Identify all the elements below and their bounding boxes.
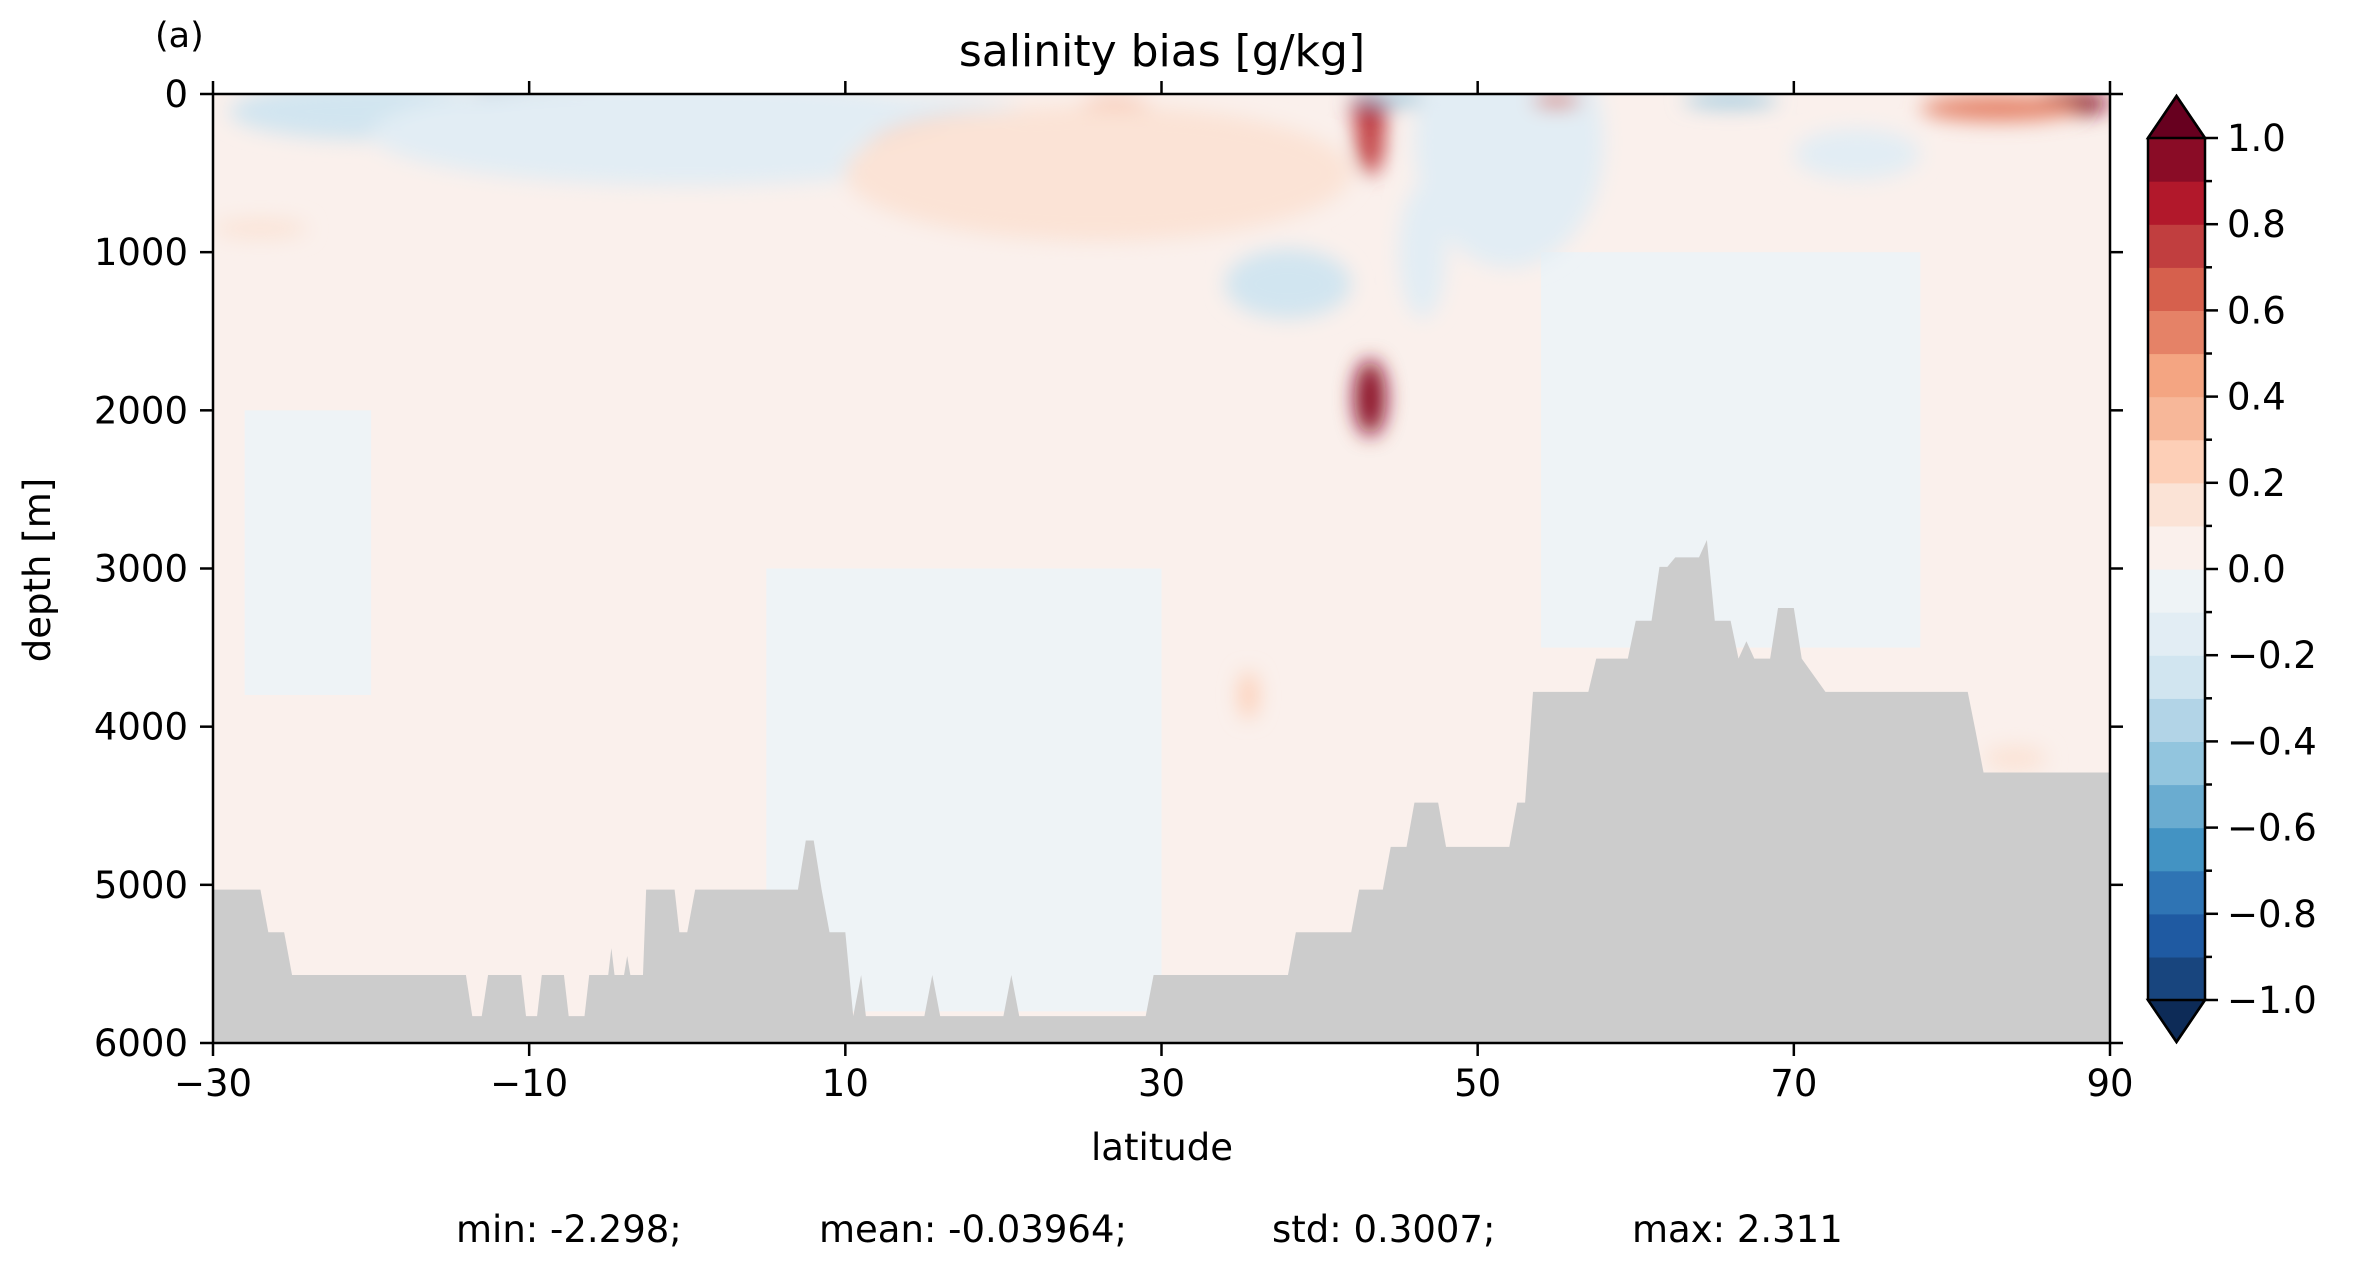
colorbar-segment xyxy=(2148,396,2205,441)
bias-anomaly-21 xyxy=(1793,128,1921,180)
y-tick-label: 1000 xyxy=(94,231,188,274)
x-axis-label: latitude xyxy=(1091,1126,1233,1169)
colorbar-segment xyxy=(2148,138,2205,182)
x-tick-label: −10 xyxy=(490,1062,568,1105)
colorbar-tick-label: 0.6 xyxy=(2227,289,2286,332)
colorbar-segment xyxy=(2148,525,2205,570)
bias-anomaly-22 xyxy=(213,218,308,238)
bias-anomaly-16 xyxy=(1414,94,1605,268)
colorbar-tick-label: −0.6 xyxy=(2227,807,2317,850)
bias-band-2 xyxy=(1540,252,1921,648)
colorbar-segment xyxy=(2148,741,2205,786)
colorbar-segment xyxy=(2148,439,2205,484)
colorbar-segment xyxy=(2148,267,2205,311)
colorbar-extend-over xyxy=(2145,93,2208,140)
stat-min: min: -2.298; xyxy=(456,1208,682,1251)
x-tick-label: 70 xyxy=(1770,1062,1817,1105)
stat-max: max: 2.311 xyxy=(1632,1208,1843,1251)
bias-anomaly-23 xyxy=(1238,671,1258,719)
bias-anomaly-4 xyxy=(371,94,1004,186)
x-axis: −30 −10 10 30 50 70 90 xyxy=(174,81,2134,1105)
panel-label: (a) xyxy=(155,16,204,56)
colorbar-tick-label: −0.2 xyxy=(2227,634,2317,677)
colorbar-segment xyxy=(2148,870,2205,915)
stat-std: std: 0.3007; xyxy=(1272,1208,1495,1251)
colorbar-segment xyxy=(2148,310,2205,355)
colorbar: 1.0 0.8 0.6 0.4 0.2 0.0 −0.2 −0.4 −0.6 −0.8 −1.0 xyxy=(2145,93,2317,1045)
colorbar-segment xyxy=(2148,698,2205,742)
bias-anomaly-9 xyxy=(845,105,1352,242)
colorbar-segment xyxy=(2148,913,2205,958)
bias-anomaly-17 xyxy=(1683,94,1779,107)
stats-row: min: -2.298; mean: -0.03964; std: 0.3007… xyxy=(456,1208,1843,1251)
y-tick-label: 4000 xyxy=(94,706,188,749)
colorbar-segment xyxy=(2148,181,2205,225)
colorbar-segment xyxy=(2148,482,2205,527)
bias-anomaly-20 xyxy=(1920,95,2079,121)
y-axis: 0 1000 2000 3000 4000 5000 6000 xyxy=(94,73,2123,1065)
chart-title: salinity bias [g/kg] xyxy=(959,26,1365,77)
x-tick-label: 10 xyxy=(822,1062,869,1105)
x-tick-label: 30 xyxy=(1138,1062,1185,1105)
plot-area xyxy=(213,94,2110,1043)
colorbar-segment xyxy=(2148,569,2205,613)
y-tick-label: 5000 xyxy=(94,864,188,907)
colorbar-tick-label: −1.0 xyxy=(2227,979,2317,1022)
colorbar-tick-label: 1.0 xyxy=(2227,117,2286,160)
bias-anomaly-18 xyxy=(1532,94,1581,107)
bias-anomaly-14 xyxy=(1398,185,1447,319)
colorbar-tick-label: 0.0 xyxy=(2227,548,2286,591)
y-axis-label: depth [m] xyxy=(16,478,59,662)
bias-anomaly-13 xyxy=(1224,249,1352,319)
x-tick-label: 90 xyxy=(2086,1062,2133,1105)
bathymetry-land xyxy=(213,540,2110,1043)
bias-anomaly-12 xyxy=(1354,359,1386,436)
bias-band-0 xyxy=(244,410,372,696)
y-tick-label: 6000 xyxy=(94,1022,188,1065)
colorbar-tick-label: 0.2 xyxy=(2227,462,2286,505)
y-tick-label: 2000 xyxy=(94,389,188,432)
colorbar-segment xyxy=(2148,224,2205,268)
colorbar-segment xyxy=(2148,353,2205,398)
colorbar-tick-label: −0.4 xyxy=(2227,720,2317,763)
colorbar-segment xyxy=(2148,784,2205,829)
bias-anomalies xyxy=(213,94,2110,771)
colorbar-tick-label: 0.4 xyxy=(2227,376,2286,419)
colorbar-segment xyxy=(2148,655,2205,699)
colorbar-tick-label: 0.8 xyxy=(2227,203,2286,246)
bias-anomaly-24 xyxy=(1983,745,2047,771)
colorbar-extend-under xyxy=(2145,998,2208,1045)
bias-bands xyxy=(244,252,1921,1012)
colorbar-segment xyxy=(2148,612,2205,656)
stat-mean: mean: -0.03964; xyxy=(819,1208,1127,1251)
y-tick-label: 3000 xyxy=(94,548,188,591)
colorbar-segment xyxy=(2148,956,2205,1001)
x-tick-label: −30 xyxy=(174,1062,252,1105)
colorbar-tick-label: −0.8 xyxy=(2227,893,2317,936)
x-tick-label: 50 xyxy=(1454,1062,1501,1105)
colorbar-segment xyxy=(2148,827,2205,872)
y-tick-label: 0 xyxy=(164,73,188,116)
